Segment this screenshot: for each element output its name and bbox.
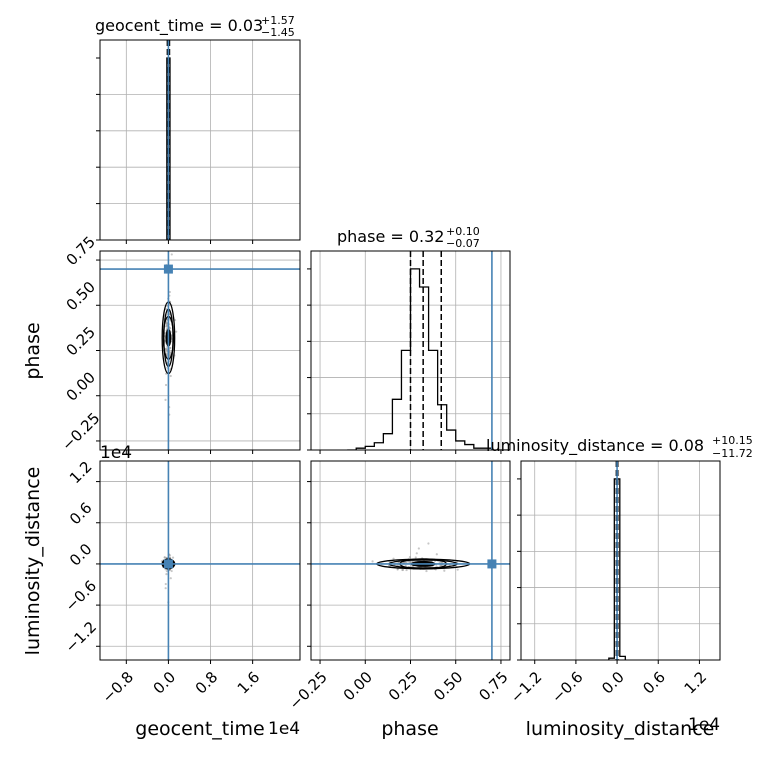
xlabel-phase: phase — [381, 718, 438, 740]
panel-1-0-sample-point — [169, 374, 172, 378]
panel-2-0-ytick-label-4: 1.2 — [66, 458, 96, 488]
panel-1-0-truth-marker — [163, 264, 173, 274]
panel-1-0-sample-point — [170, 253, 173, 256]
panel-2-0-sample-point — [165, 573, 168, 576]
panel-2-1-sample-point — [396, 568, 399, 571]
title-luminosity-distance-upper: +10.15 — [712, 434, 753, 447]
panel-1-0-sample-point — [164, 308, 168, 311]
panel-1-0-sample-point — [165, 247, 167, 249]
panel-1-0-ytick-label-2: 0.25 — [63, 323, 99, 359]
panel-2-0-xtick-label-2: 0.8 — [192, 668, 222, 698]
panel-1-0-sample-point — [169, 327, 172, 330]
panel-2-0-truth-marker — [163, 559, 173, 569]
panel-2-2-xtick-label-4: 1.2 — [681, 668, 711, 698]
panel-2-1-sample-point — [414, 556, 417, 559]
panel-2-2-content — [608, 461, 626, 660]
title-phase-upper: +0.10 — [446, 225, 480, 238]
panel-2-0-sample-point — [164, 582, 167, 586]
panel-2-1-sample-point — [443, 569, 446, 572]
panel-2-1-sample-point — [401, 568, 405, 571]
title-geocent-time-upper: +1.57 — [261, 14, 295, 27]
panel-2-1-sample-point — [427, 542, 430, 545]
panel-1-0-sample-point — [175, 330, 178, 333]
panel-1-0-sample-point — [165, 350, 168, 353]
panel-1-0-sample-point — [164, 398, 167, 401]
panel-2-0-sample-point — [165, 570, 169, 573]
panel-1-0-ytick-label-0: −0.25 — [58, 409, 103, 454]
panel-2-1-content — [311, 461, 510, 660]
panel-2-1-xtick-label-1: 0.00 — [340, 668, 376, 704]
panel-2-1-xtick-label-4: 0.75 — [475, 668, 511, 704]
title-luminosity-distance: luminosity_distance = 0.08 — [486, 436, 704, 456]
panel-1-0-sample-point — [164, 347, 168, 350]
panel-2-1-sample-point — [408, 555, 412, 559]
panel-1-0-sample-point — [168, 290, 171, 294]
panel-2-2-xtick-label-3: 0.6 — [639, 668, 669, 698]
panel-2-1-sample-point — [438, 560, 441, 563]
title-phase-lower: −0.07 — [446, 237, 480, 250]
panel-2-0-xtick-label-1: 0.0 — [150, 668, 180, 698]
panel-2-0-sample-point — [170, 569, 173, 573]
panel-2-1-sample-point — [371, 560, 374, 563]
panel-1-0-sample-point — [164, 383, 168, 387]
title-geocent-time: geocent_time = 0.03 — [95, 16, 263, 36]
frames-layer — [99, 39, 721, 661]
panel-2-0-ytick-label-3: 0.6 — [66, 499, 96, 529]
panel-2-2-xtick-label-2: 0.0 — [598, 668, 628, 698]
panel-2-0-frame — [99, 460, 301, 661]
panel-1-0-ytick-label-3: 0.50 — [63, 278, 99, 314]
panel-1-1-histogram — [347, 268, 510, 450]
xlabel-luminosity-distance: luminosity_distance — [526, 718, 715, 740]
title-geocent-time-lower: −1.45 — [261, 26, 295, 39]
panel-0-0-frame — [99, 39, 301, 241]
panel-2-1-xtick-label-3: 0.50 — [430, 668, 466, 704]
ylabel-phase: phase — [22, 322, 44, 379]
offset-label-luminosity-distance-y: 1e4 — [100, 443, 132, 463]
panel-2-1-sample-point — [405, 561, 408, 564]
panel-0-0-content — [166, 40, 171, 240]
panel-2-1-sample-point — [415, 552, 418, 555]
panel-2-2-xtick-label-1: −0.6 — [548, 668, 586, 706]
panel-1-0-content — [100, 247, 300, 450]
panel-1-0-sample-point — [169, 346, 172, 350]
panel-1-0-sample-point — [165, 352, 168, 355]
ticks-layer: −0.250.000.250.500.75−0.8 0.0 0.8 1.6−1.2−0… — [58, 57, 711, 713]
panel-2-0-sample-point — [169, 577, 172, 580]
panel-2-0-xtick-label-3: 1.6 — [234, 668, 264, 698]
panel-2-0-sample-point — [163, 556, 166, 559]
panel-2-0-ytick-label-0: −1.2 — [62, 618, 100, 656]
panel-2-2-xtick-label-0: −1.2 — [507, 668, 545, 706]
panel-2-1-sample-point — [456, 568, 459, 571]
title-luminosity-distance-lower: −11.72 — [712, 447, 753, 460]
panel-2-1-sample-point — [435, 553, 438, 556]
panel-2-1-xtick-label-2: 0.25 — [385, 668, 421, 704]
panel-2-0-sample-point — [171, 556, 175, 559]
ylabel-luminosity-distance: luminosity_distance — [22, 467, 44, 656]
panel-2-1-sample-point — [425, 569, 428, 573]
title-phase: phase = 0.32 — [337, 227, 444, 246]
panel-2-0-ytick-label-2: 0.0 — [66, 540, 96, 570]
panel-2-1-truth-marker — [487, 559, 497, 569]
panel-2-2-frame — [520, 460, 721, 661]
offset-label-geocent-time: 1e4 — [268, 719, 300, 739]
panel-2-0-xtick-label-0: −0.8 — [99, 668, 137, 706]
panel-1-0-sample-point — [165, 322, 168, 325]
panel-1-0-ytick-label-4: 0.75 — [63, 233, 99, 269]
xlabel-geocent-time: geocent_time — [135, 718, 264, 740]
marks-layer — [100, 40, 626, 660]
offset-label-luminosity-distance-x: 1e4 — [688, 715, 720, 735]
panel-2-1-xtick-label-0: −0.25 — [286, 668, 331, 713]
panel-2-1-sample-point — [405, 568, 408, 572]
panel-2-0-sample-point — [164, 587, 167, 590]
panel-2-1-sample-point — [417, 547, 420, 550]
panel-1-0-ytick-label-1: 0.00 — [63, 368, 99, 404]
panel-1-1-content — [347, 251, 510, 450]
panel-2-0-ytick-label-1: −0.6 — [62, 577, 100, 615]
panel-2-0-content — [100, 461, 300, 660]
panel-2-1-sample-point — [392, 557, 395, 560]
